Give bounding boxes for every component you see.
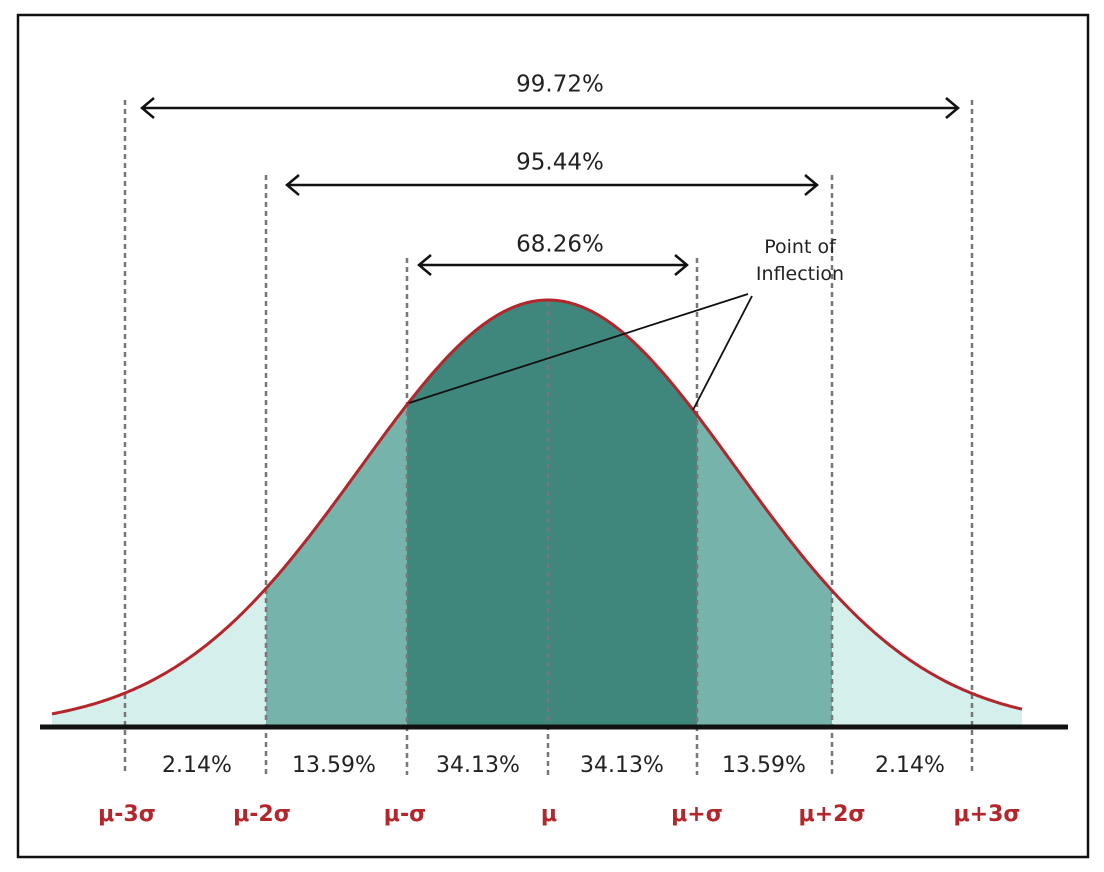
range-arrows: 99.72% 95.44% 68.26%	[140, 72, 960, 276]
axis-label: μ	[541, 802, 557, 827]
segment-labels: 2.14% 13.59% 34.13% 34.13% 13.59% 2.14%	[162, 753, 945, 778]
axis-label: μ-2σ	[233, 802, 291, 827]
segment-label: 34.13%	[580, 753, 664, 778]
axis-label: μ+σ	[671, 802, 723, 827]
arrow	[285, 174, 819, 196]
axis-label: μ+3σ	[953, 802, 1020, 827]
segment-label: 34.13%	[436, 753, 520, 778]
segment-label: 2.14%	[875, 753, 945, 778]
pointer-line	[692, 295, 753, 411]
axis-labels: μ-3σ μ-2σ μ-σ μ μ+σ μ+2σ μ+3σ	[98, 802, 1020, 827]
area-fill	[52, 588, 266, 727]
range-label: 95.44%	[516, 150, 604, 176]
bell-curve	[51, 298, 1023, 716]
area-fills	[52, 300, 1022, 727]
range-label: 68.26%	[516, 232, 604, 258]
axis-label: μ-3σ	[98, 802, 156, 827]
boundaries	[123, 100, 974, 775]
segment-label: 2.14%	[162, 753, 232, 778]
range-label: 99.72%	[516, 72, 604, 98]
axis-label: μ-σ	[384, 802, 426, 827]
pointer-line	[408, 293, 749, 404]
area-fill	[266, 404, 407, 727]
annotation-text: Point of Inflection	[755, 236, 845, 285]
segment-label: 13.59%	[292, 753, 376, 778]
area-fill	[407, 300, 697, 727]
arrow	[417, 254, 689, 276]
segment-label: 13.59%	[722, 753, 806, 778]
area-fill	[697, 415, 832, 727]
arrow	[140, 97, 960, 119]
frame	[16, 13, 1090, 859]
axis-label: μ+2σ	[798, 802, 865, 827]
inflection-annotation: Point of Inflection	[408, 236, 845, 411]
area-fill	[832, 590, 1022, 727]
annotation-box: Point of Inflection	[755, 236, 845, 285]
